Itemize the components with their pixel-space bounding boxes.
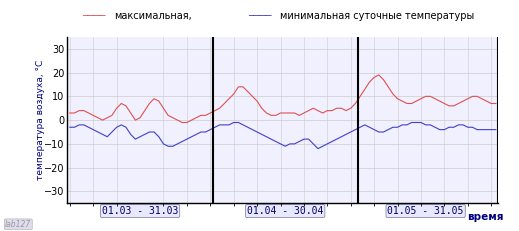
Text: ────: ──── xyxy=(248,11,271,21)
Text: lab127: lab127 xyxy=(5,220,32,229)
Text: ────: ──── xyxy=(81,11,105,21)
Text: минимальная суточные температуры: минимальная суточные температуры xyxy=(280,11,474,21)
Text: время: время xyxy=(467,212,503,222)
Y-axis label: температура воздуха, °С: температура воздуха, °С xyxy=(35,60,45,180)
Text: максимальная,: максимальная, xyxy=(114,11,192,21)
